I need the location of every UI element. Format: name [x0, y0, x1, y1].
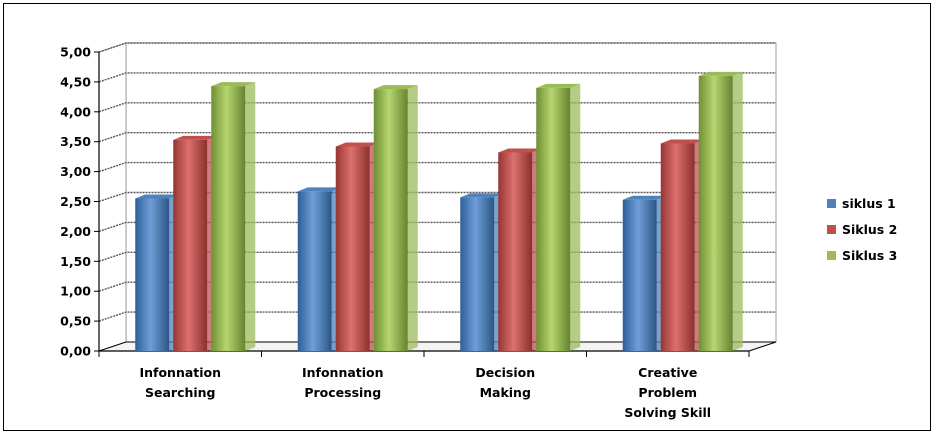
bar-3-0: [622, 195, 667, 351]
gridline: [98, 281, 776, 292]
legend-label: Siklus 2: [842, 221, 898, 237]
y-tick-label: 2,00: [60, 224, 91, 239]
bar-top: [335, 142, 380, 147]
x-tick-label: Creative Problem Solving Skill: [624, 365, 711, 420]
y-tick-label: 2,50: [60, 194, 91, 209]
bar-chart: 0,00 0,50 1,00 1,50 2,00 2,50 3,00 3,50 4,00 4,50…: [60, 42, 777, 420]
gridline: [98, 42, 776, 53]
bar-front: [698, 75, 733, 352]
bar-front: [460, 197, 495, 351]
bar-front: [335, 146, 370, 351]
x-axis: Infonnation Searching Infonnation Processin…: [98, 350, 750, 420]
x-tick-label: Infonnation Processing: [302, 365, 384, 400]
bar-front: [211, 86, 246, 351]
y-tick-label: 4,00: [60, 104, 91, 119]
bar-front: [660, 143, 695, 351]
legend-swatch: [827, 250, 836, 260]
y-axis: 0,00 0,50 1,00 1,50 2,00 2,50 3,00 3,50 4,00 4,50…: [60, 45, 100, 359]
legend-item-siklus-2: Siklus 2: [827, 216, 897, 242]
y-tick-label: 1,50: [60, 254, 91, 269]
y-tick-label: 3,00: [60, 164, 91, 179]
bar-top: [460, 193, 505, 198]
bar-front: [297, 191, 332, 351]
bar-top: [660, 139, 705, 144]
gridline: [98, 221, 776, 233]
legend: siklus 1 Siklus 2 Siklus 3: [827, 190, 897, 268]
bar-1-2: [373, 85, 418, 352]
bar-front: [373, 89, 408, 352]
gridline: [98, 131, 776, 143]
bar-top: [173, 135, 218, 140]
bar-0-2: [211, 82, 256, 351]
x-tick-label: Infonnation Searching: [139, 365, 221, 400]
bar-side: [732, 71, 743, 352]
bar-side: [245, 82, 256, 351]
gridline: [98, 72, 776, 83]
bar-side: [407, 85, 418, 352]
gridlines: [98, 42, 776, 322]
legend-label: siklus 1: [842, 195, 896, 211]
y-tick-label: 0,50: [60, 314, 91, 329]
legend-label: Siklus 3: [842, 247, 898, 263]
chart-frame: 0,00 0,50 1,00 1,50 2,00 2,50 3,00 3,50 4,00 4,50…: [3, 3, 931, 431]
legend-swatch: [827, 198, 836, 208]
bar-1-0: [297, 187, 342, 351]
y-tick-label: 3,50: [60, 134, 91, 149]
bar-front: [498, 152, 533, 351]
bar-top: [297, 187, 342, 192]
y-tick-label: 1,00: [60, 284, 91, 299]
bar-front: [173, 139, 208, 351]
bar-3-2: [698, 71, 743, 352]
bars: [135, 71, 743, 352]
bar-2-2: [536, 83, 581, 351]
bar-2-1: [498, 148, 543, 351]
bar-top: [373, 85, 418, 90]
side-wall: [98, 42, 127, 352]
legend-swatch: [827, 224, 836, 234]
legend-item-siklus-3: Siklus 3: [827, 242, 897, 268]
bar-top: [135, 194, 180, 199]
y-tick-label: 4,50: [60, 74, 91, 89]
gridline: [98, 251, 776, 262]
bar-3-1: [660, 139, 705, 351]
gridline: [98, 161, 776, 173]
gridline: [98, 311, 776, 322]
bar-top: [536, 83, 581, 88]
bar-0-1: [173, 135, 218, 351]
bar-top: [211, 82, 256, 87]
bar-top: [622, 195, 667, 200]
bar-front: [622, 199, 657, 351]
bar-front: [135, 198, 170, 351]
bar-0-0: [135, 194, 180, 351]
bar-side: [570, 83, 581, 351]
y-tick-label: 5,00: [60, 45, 91, 60]
y-tick-label: 0,00: [60, 344, 91, 359]
legend-item-siklus-1: siklus 1: [827, 190, 897, 216]
bar-front: [536, 87, 571, 351]
bar-1-1: [335, 142, 380, 351]
gridline: [98, 191, 776, 203]
bar-top: [698, 71, 743, 76]
x-tick-label: Decision Making: [475, 365, 535, 400]
gridline: [98, 102, 776, 113]
bar-2-0: [460, 193, 505, 351]
bar-top: [498, 148, 543, 153]
